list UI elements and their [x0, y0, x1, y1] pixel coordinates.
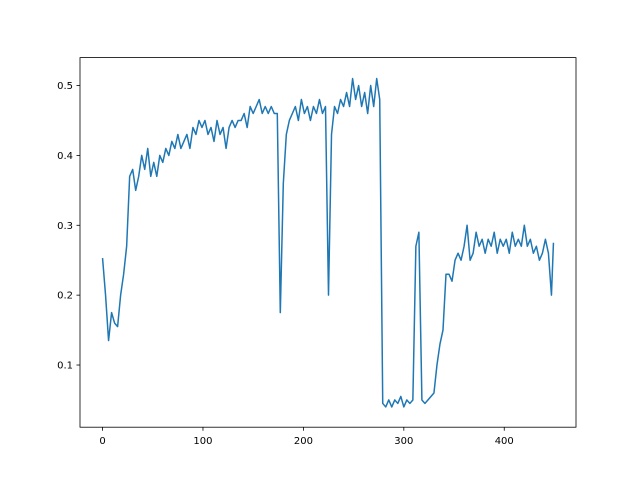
x-tick-label: 300 [394, 436, 413, 447]
x-tick-label: 200 [294, 436, 313, 447]
y-tick-label: 0.3 [57, 221, 73, 232]
x-tick-label: 0 [99, 436, 105, 447]
x-tick-label: 100 [193, 436, 212, 447]
y-tick-label: 0.5 [57, 81, 73, 92]
y-tick-label: 0.4 [57, 151, 73, 162]
y-tick-label: 0.2 [57, 291, 73, 302]
x-tick-label: 400 [495, 436, 514, 447]
y-tick-label: 0.1 [57, 361, 73, 372]
data-line [101, 77, 555, 408]
axes-frame [79, 57, 577, 428]
